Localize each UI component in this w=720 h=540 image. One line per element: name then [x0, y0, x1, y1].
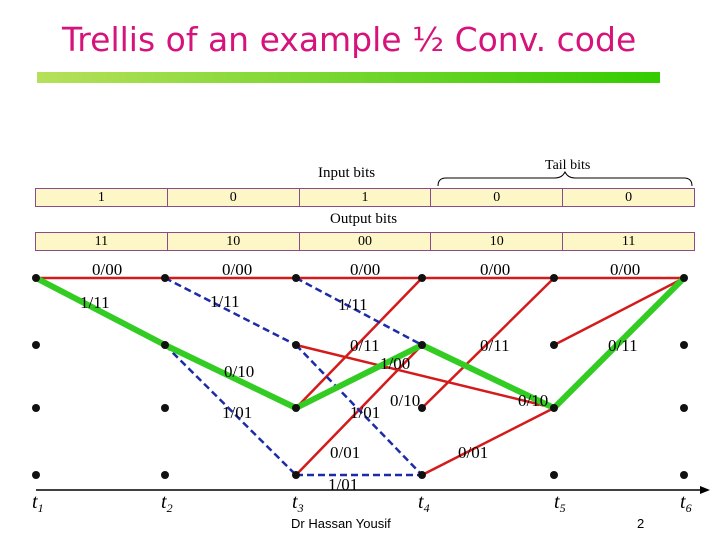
output-bits-caption: Output bits: [330, 211, 398, 227]
state-node: [680, 274, 688, 282]
state-node: [550, 274, 558, 282]
branch-label: 0/10: [518, 391, 548, 410]
branch-label: 0/01: [330, 443, 360, 462]
time-letter: t: [554, 491, 560, 513]
tail-bits-caption: Tail bits: [545, 158, 591, 173]
state-node: [292, 274, 300, 282]
input-bit-cell: 0: [168, 189, 300, 206]
branch-label: 0/10: [224, 362, 254, 381]
time-subscript: 6: [686, 501, 692, 515]
time-subscript: 3: [297, 501, 304, 515]
branch-label: 0/00: [222, 260, 252, 279]
state-node: [418, 274, 426, 282]
input-bit-cell: 1: [300, 189, 432, 206]
state-node: [161, 341, 169, 349]
time-label-t4: t4: [418, 491, 430, 515]
branch-label: 0/00: [610, 260, 640, 279]
time-letter: t: [32, 491, 38, 513]
branch-1-00: [295, 344, 423, 476]
decoded-path: [34, 275, 687, 411]
author-footer: Dr Hassan Yousif: [291, 516, 391, 531]
branch-label: 1/00: [380, 354, 410, 373]
output-bits-cell: 00: [300, 233, 432, 250]
branch-label: 1/11: [210, 292, 240, 311]
input-bit-cell: 1: [36, 189, 168, 206]
state-node: [418, 471, 426, 479]
state-node: [292, 341, 300, 349]
branch-labels: 0/00 0/00 0/00 0/00 0/00 1/11 1/11 1/11 …: [80, 260, 640, 494]
time-label-t3: t3: [292, 491, 304, 515]
state-node: [161, 404, 169, 412]
time-subscript: 5: [560, 501, 566, 515]
branch-label: 1/01: [350, 403, 380, 422]
state-node: [161, 471, 169, 479]
time-subscript: 2: [167, 501, 173, 515]
state-node: [680, 471, 688, 479]
time-label-t6: t6: [680, 491, 692, 515]
branch-label: 0/00: [480, 260, 510, 279]
branch-label: 1/11: [80, 293, 110, 312]
branch-label: 0/11: [608, 336, 638, 355]
branch-0-01: [421, 406, 555, 477]
input-bits-row: 1 0 1 0 0: [35, 188, 695, 207]
page-number: 2: [637, 516, 645, 531]
branch-label: 0/11: [480, 336, 510, 355]
trellis-nodes: [32, 274, 688, 479]
state-node: [32, 274, 40, 282]
branch-label: 0/10: [390, 391, 420, 410]
output-bits-cell: 10: [431, 233, 564, 250]
input-bits-caption: Input bits: [318, 165, 376, 181]
state-node: [550, 341, 558, 349]
branch-0-10: [295, 343, 555, 410]
state-node: [32, 341, 40, 349]
time-letter: t: [161, 491, 167, 513]
time-letter: t: [292, 491, 298, 513]
time-label-t5: t5: [554, 491, 566, 515]
state-node: [292, 471, 300, 479]
time-subscript: 1: [38, 501, 44, 515]
branch-label: 0/01: [458, 443, 488, 462]
branch-label: 0/11: [350, 336, 380, 355]
state-node: [418, 404, 426, 412]
branch-label: 0/00: [92, 260, 122, 279]
output-bits-cell: 10: [168, 233, 300, 250]
state-node: [292, 404, 300, 412]
branch-0-11: [553, 276, 685, 347]
state-node: [32, 471, 40, 479]
branch-label: 1/11: [338, 295, 368, 314]
branch-0-11: [421, 277, 555, 409]
time-axis-arrow: [700, 486, 710, 494]
branch-1-01: [164, 344, 297, 476]
input-bit-cell: 0: [431, 189, 564, 206]
branch-label: 1/01: [222, 403, 252, 422]
time-labels: t1 t2 t3 t4 t5 t6: [32, 491, 692, 515]
time-letter: t: [680, 491, 686, 513]
time-subscript: 4: [424, 501, 430, 515]
branch-label: 1/01: [328, 475, 358, 494]
state-node: [418, 341, 426, 349]
state-node: [550, 404, 558, 412]
input-bit-cell: 0: [625, 190, 633, 205]
time-label-t2: t2: [161, 491, 173, 515]
state-node: [161, 274, 169, 282]
time-letter: t: [418, 491, 424, 513]
time-label-t1: t1: [32, 491, 44, 515]
slide-title: Trellis of an example ½ Conv. code: [62, 20, 637, 59]
branch-1-11: [164, 276, 297, 347]
branch-1-11: [295, 276, 423, 347]
tail-bits-brace: [437, 170, 693, 187]
state-node: [32, 404, 40, 412]
output-bits-row: 11 10 00 10 11: [35, 232, 695, 251]
title-underline-bar: [37, 72, 660, 83]
branch-label: 0/00: [350, 260, 380, 279]
state-node: [680, 341, 688, 349]
output-bits-cell: 11: [36, 233, 168, 250]
output-bits-cell: 11: [621, 234, 636, 249]
state-node: [680, 404, 688, 412]
branch-0-11: [295, 277, 423, 409]
state-node: [550, 471, 558, 479]
